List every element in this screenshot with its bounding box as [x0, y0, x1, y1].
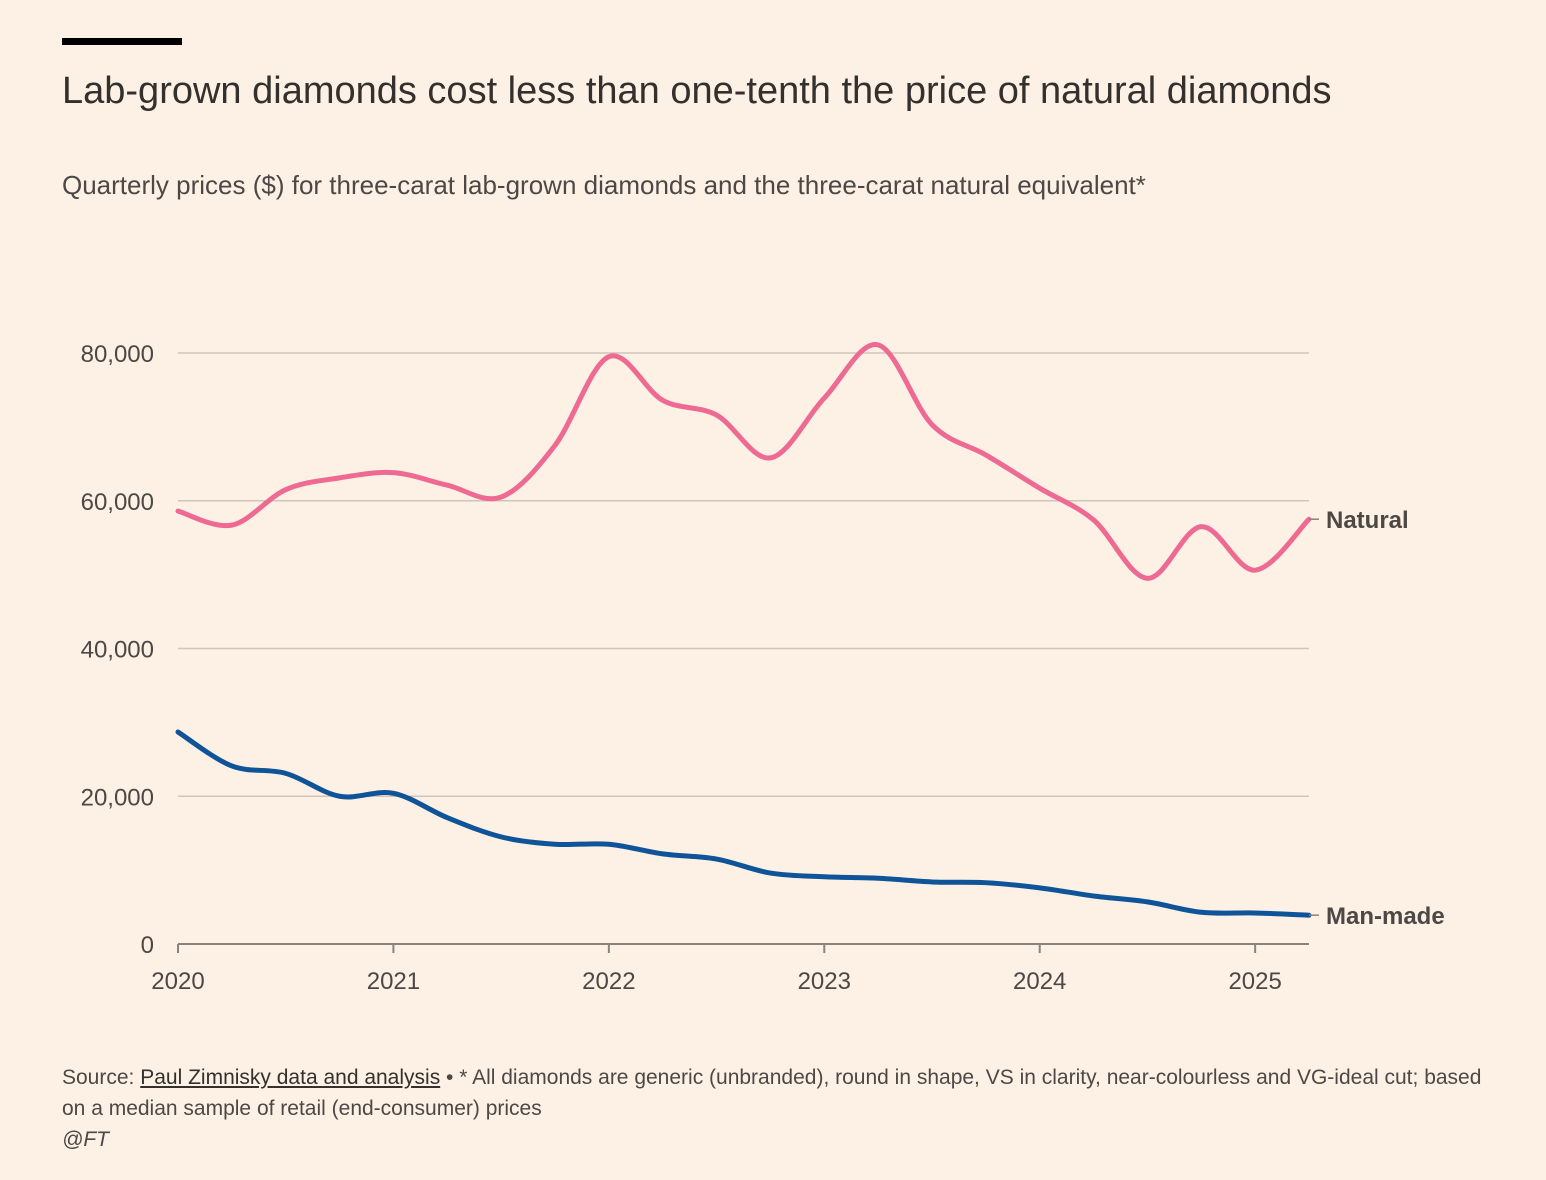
y-tick-label: 60,000	[81, 489, 154, 516]
x-tick-label: 2024	[1013, 968, 1066, 995]
y-tick-label: 40,000	[81, 637, 154, 664]
y-tick-label: 80,000	[81, 341, 154, 368]
y-tick-label: 20,000	[81, 784, 154, 811]
x-tick-label: 2021	[367, 968, 420, 995]
series-line-natural	[175, 342, 1312, 581]
x-tick-label: 2023	[798, 968, 851, 995]
series-label-natural: Natural	[1326, 507, 1409, 534]
chart-title: Lab-grown diamonds cost less than one-te…	[62, 70, 1332, 112]
x-tick-label: 2025	[1228, 968, 1281, 995]
source-link[interactable]: Paul Zimnisky data and analysis	[140, 1066, 441, 1089]
chart-subtitle: Quarterly prices ($) for three-carat lab…	[62, 170, 1146, 200]
source-prefix: Source:	[62, 1066, 135, 1089]
series-label-man-made: Man-made	[1326, 903, 1445, 930]
y-tick-label: 0	[141, 932, 154, 959]
title-accent-bar	[62, 38, 182, 45]
x-tick-label: 2022	[582, 968, 635, 995]
chart-footer: Source: Paul Zimnisky data and analysis …	[62, 1062, 1482, 1155]
series-line-man-made	[175, 729, 1312, 918]
x-tick-label: 2020	[151, 968, 204, 995]
credit: @FT	[62, 1128, 109, 1151]
footnote: • * All diamonds are generic (unbranded)…	[62, 1066, 1482, 1120]
